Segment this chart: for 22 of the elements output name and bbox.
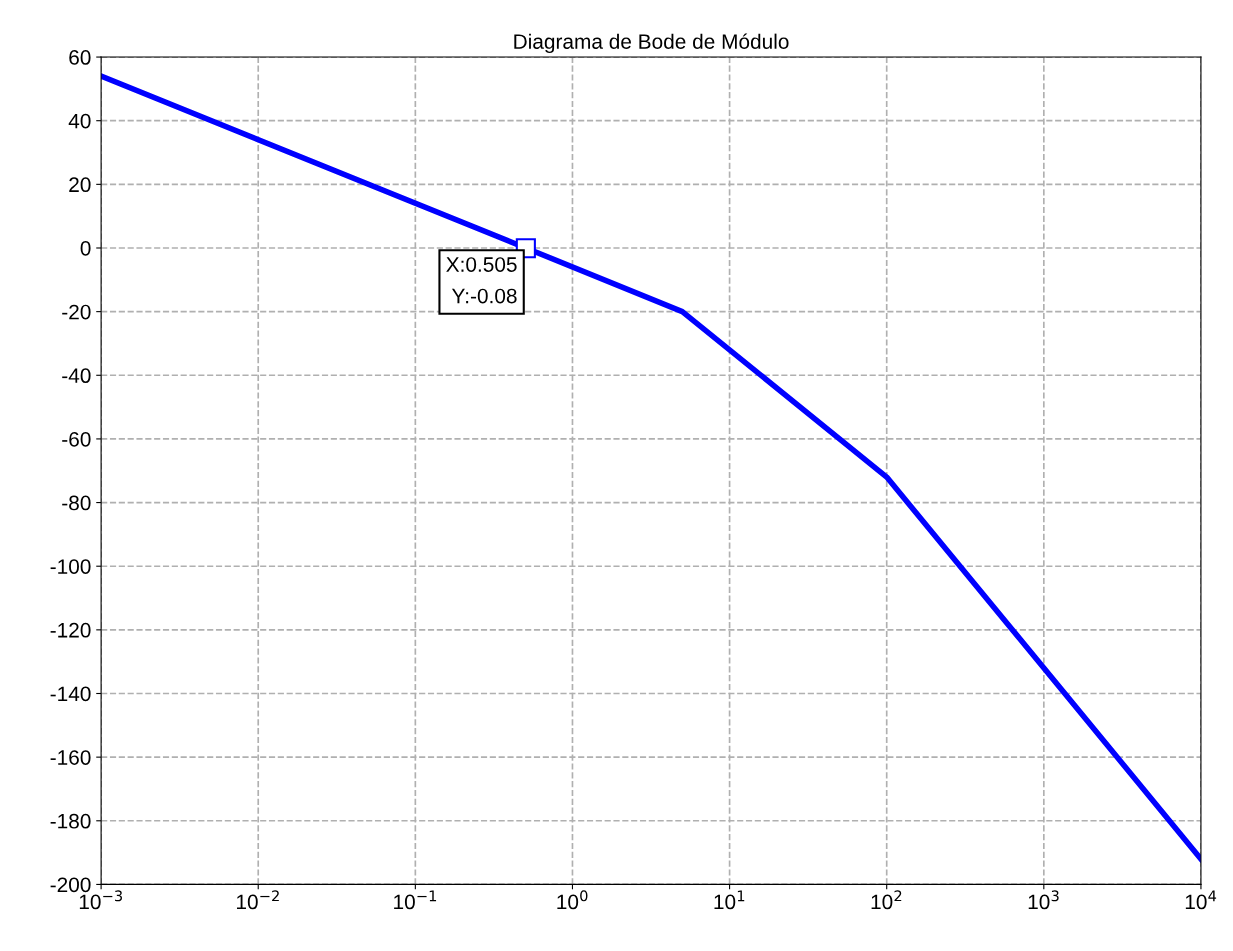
x-tick-label: 10$^{2}$ (871, 890, 902, 910)
x-tick-label: 10$^{1}$ (714, 890, 745, 910)
y-tick-label: -100 (50, 559, 91, 574)
y-tick-label: 0 (80, 240, 91, 256)
x-tick-label: 10$^{3}$ (1028, 890, 1059, 910)
chart-title: Diagrama de Bode de Módulo (514, 33, 789, 54)
y-tick-label: -20 (62, 304, 91, 320)
y-tick-label: -60 (62, 431, 91, 447)
x-tick-label: 10$^{0}$ (557, 890, 588, 910)
x-tick-label: 10$^{−2}$ (237, 890, 279, 910)
x-tick-label: 10$^{−1}$ (394, 890, 437, 910)
y-tick-label: 60 (69, 50, 91, 65)
y-tick-label: 20 (69, 177, 91, 193)
y-tick-label: -140 (50, 686, 91, 702)
annotation: X:0.505 Y:-0.08 (446, 257, 517, 304)
y-tick-label: -120 (50, 622, 91, 638)
y-tick-label: -40 (62, 368, 91, 384)
y-tick-label: -80 (62, 495, 91, 511)
x-tick-label: 10$^{4}$ (1185, 890, 1217, 910)
y-tick-label: -180 (50, 813, 91, 829)
y-tick-label: 40 (68, 113, 91, 129)
y-tick-label: -160 (50, 750, 91, 765)
